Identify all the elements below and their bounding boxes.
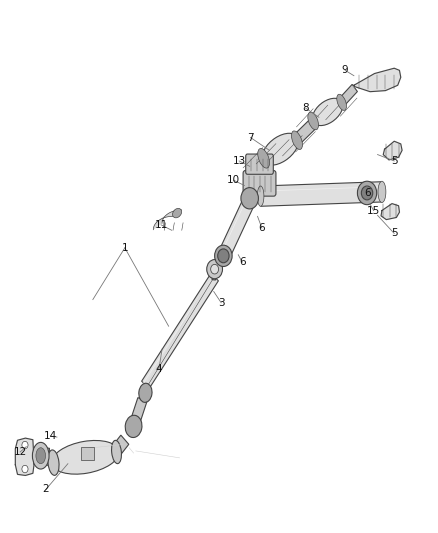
Polygon shape bbox=[157, 215, 166, 222]
Text: 6: 6 bbox=[239, 257, 246, 267]
Polygon shape bbox=[169, 210, 178, 216]
Polygon shape bbox=[156, 216, 166, 223]
Polygon shape bbox=[113, 435, 129, 455]
Polygon shape bbox=[160, 213, 169, 220]
Polygon shape bbox=[141, 273, 219, 389]
Text: 7: 7 bbox=[247, 133, 254, 142]
Ellipse shape bbox=[52, 440, 119, 474]
Polygon shape bbox=[155, 217, 164, 224]
Ellipse shape bbox=[312, 98, 343, 126]
Polygon shape bbox=[170, 210, 180, 216]
Polygon shape bbox=[163, 212, 173, 218]
Polygon shape bbox=[154, 221, 162, 228]
Polygon shape bbox=[159, 214, 168, 221]
Polygon shape bbox=[160, 213, 170, 220]
Polygon shape bbox=[153, 222, 162, 229]
Polygon shape bbox=[161, 212, 170, 219]
Circle shape bbox=[22, 465, 28, 473]
Text: 3: 3 bbox=[218, 298, 225, 308]
Polygon shape bbox=[154, 219, 163, 225]
Text: 14: 14 bbox=[44, 431, 57, 441]
Circle shape bbox=[241, 188, 258, 209]
Polygon shape bbox=[381, 204, 399, 220]
Circle shape bbox=[207, 260, 223, 279]
Polygon shape bbox=[157, 215, 166, 222]
Text: 6: 6 bbox=[258, 223, 265, 233]
Ellipse shape bbox=[36, 448, 46, 464]
Circle shape bbox=[215, 245, 232, 266]
Polygon shape bbox=[153, 223, 162, 230]
Ellipse shape bbox=[258, 149, 270, 168]
Polygon shape bbox=[154, 220, 163, 227]
Polygon shape bbox=[162, 212, 172, 219]
FancyBboxPatch shape bbox=[243, 171, 276, 196]
Polygon shape bbox=[154, 219, 163, 226]
Ellipse shape bbox=[112, 440, 121, 464]
Polygon shape bbox=[168, 210, 177, 217]
Polygon shape bbox=[164, 211, 173, 218]
FancyBboxPatch shape bbox=[246, 154, 273, 174]
Polygon shape bbox=[165, 211, 175, 217]
Polygon shape bbox=[153, 221, 162, 228]
Polygon shape bbox=[155, 217, 165, 223]
Text: 6: 6 bbox=[364, 188, 371, 198]
Polygon shape bbox=[159, 213, 169, 220]
Ellipse shape bbox=[378, 181, 386, 203]
Ellipse shape bbox=[48, 450, 59, 475]
Ellipse shape bbox=[139, 383, 152, 402]
Polygon shape bbox=[167, 211, 177, 217]
Polygon shape bbox=[154, 220, 162, 227]
Polygon shape bbox=[166, 211, 175, 217]
Polygon shape bbox=[156, 216, 165, 223]
Text: 11: 11 bbox=[155, 220, 168, 230]
Polygon shape bbox=[15, 438, 34, 475]
Polygon shape bbox=[166, 211, 176, 217]
Circle shape bbox=[361, 186, 373, 200]
Circle shape bbox=[211, 264, 219, 274]
Circle shape bbox=[22, 441, 28, 449]
Ellipse shape bbox=[262, 133, 298, 165]
Polygon shape bbox=[153, 222, 162, 229]
Ellipse shape bbox=[291, 131, 303, 149]
Circle shape bbox=[357, 181, 377, 205]
Polygon shape bbox=[164, 211, 174, 217]
Polygon shape bbox=[171, 210, 181, 216]
Polygon shape bbox=[155, 218, 164, 225]
Ellipse shape bbox=[32, 442, 49, 469]
FancyBboxPatch shape bbox=[81, 447, 94, 460]
Text: 1: 1 bbox=[121, 243, 128, 253]
Polygon shape bbox=[158, 214, 167, 221]
Polygon shape bbox=[172, 210, 181, 216]
Ellipse shape bbox=[257, 186, 264, 206]
Polygon shape bbox=[170, 210, 179, 216]
Circle shape bbox=[218, 249, 229, 263]
Polygon shape bbox=[383, 141, 402, 160]
Text: 9: 9 bbox=[342, 66, 349, 75]
Polygon shape bbox=[129, 398, 147, 429]
Polygon shape bbox=[295, 119, 316, 143]
Polygon shape bbox=[212, 269, 216, 280]
Ellipse shape bbox=[173, 208, 182, 218]
Ellipse shape bbox=[125, 415, 142, 438]
Text: 8: 8 bbox=[302, 103, 309, 113]
Text: 4: 4 bbox=[155, 364, 162, 374]
Polygon shape bbox=[340, 84, 357, 105]
Polygon shape bbox=[158, 214, 167, 221]
Text: 5: 5 bbox=[391, 229, 398, 238]
Polygon shape bbox=[260, 182, 381, 206]
Polygon shape bbox=[155, 217, 164, 224]
Polygon shape bbox=[34, 447, 49, 465]
Polygon shape bbox=[216, 196, 255, 265]
Text: 10: 10 bbox=[227, 175, 240, 185]
Text: 13: 13 bbox=[233, 156, 246, 166]
Ellipse shape bbox=[337, 94, 346, 110]
Text: 2: 2 bbox=[42, 484, 49, 494]
Polygon shape bbox=[354, 68, 401, 92]
Text: 12: 12 bbox=[14, 447, 27, 457]
Text: 5: 5 bbox=[391, 156, 398, 166]
Text: 15: 15 bbox=[367, 206, 380, 215]
Polygon shape bbox=[162, 212, 171, 219]
Ellipse shape bbox=[308, 112, 318, 130]
